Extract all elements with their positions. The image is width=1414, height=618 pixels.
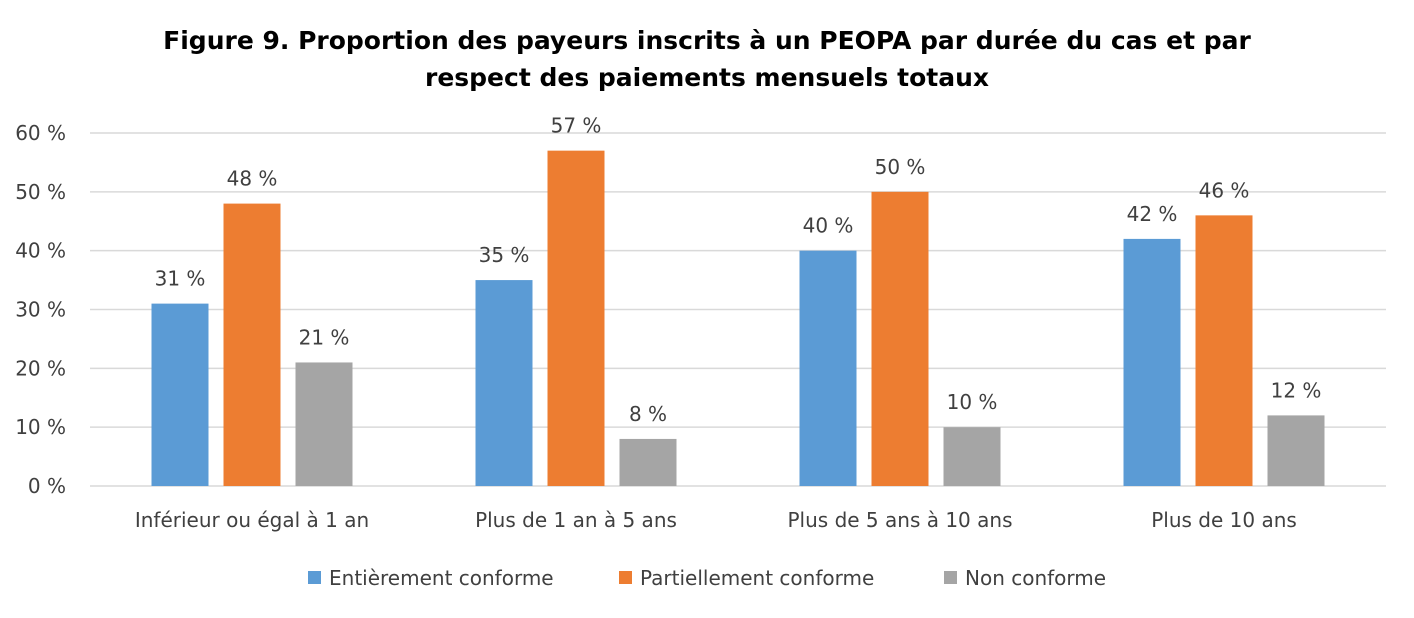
y-tick-label: 60 % [15,121,66,145]
x-category-label: Inférieur ou égal à 1 an [135,508,369,532]
y-tick-label: 0 % [28,474,66,498]
legend-label: Partiellement conforme [640,566,874,590]
data-label: 42 % [1127,202,1178,226]
y-tick-label: 30 % [15,298,66,322]
data-label: 48 % [227,167,278,191]
legend-swatch [944,571,957,584]
legend-label: Entièrement conforme [329,566,554,590]
chart-title: Figure 9. Proportion des payeurs inscrit… [0,22,1414,96]
data-label: 21 % [299,325,350,349]
chart-title-line-1: Figure 9. Proportion des payeurs inscrit… [163,26,1251,55]
data-label: 12 % [1271,378,1322,402]
bar [619,438,677,486]
x-category-label: Plus de 10 ans [1151,508,1297,532]
y-tick-label: 20 % [15,356,66,380]
legend-swatch [308,571,321,584]
bar [223,203,281,486]
legend-label: Non conforme [965,566,1106,590]
bar [1123,238,1181,486]
x-category-label: Plus de 1 an à 5 ans [475,508,677,532]
bar [295,362,353,486]
data-label: 50 % [875,155,926,179]
data-label: 8 % [629,402,667,426]
data-label: 40 % [803,214,854,238]
y-tick-label: 50 % [15,180,66,204]
bar [871,191,929,487]
bar [475,280,533,486]
bar [1267,415,1325,486]
data-label: 57 % [551,114,602,138]
bar [547,150,605,486]
legend-swatch [619,571,632,584]
y-tick-label: 10 % [15,415,66,439]
data-label: 35 % [479,243,530,267]
data-label: 46 % [1199,178,1250,202]
chart-title-line-2: respect des paiements mensuels totaux [424,63,989,92]
bar [799,250,857,486]
bar [151,303,209,486]
x-category-label: Plus de 5 ans à 10 ans [788,508,1013,532]
data-label: 10 % [947,390,998,414]
bar [943,427,1001,486]
data-label: 31 % [155,267,206,291]
y-tick-label: 40 % [15,239,66,263]
bar [1195,215,1253,486]
